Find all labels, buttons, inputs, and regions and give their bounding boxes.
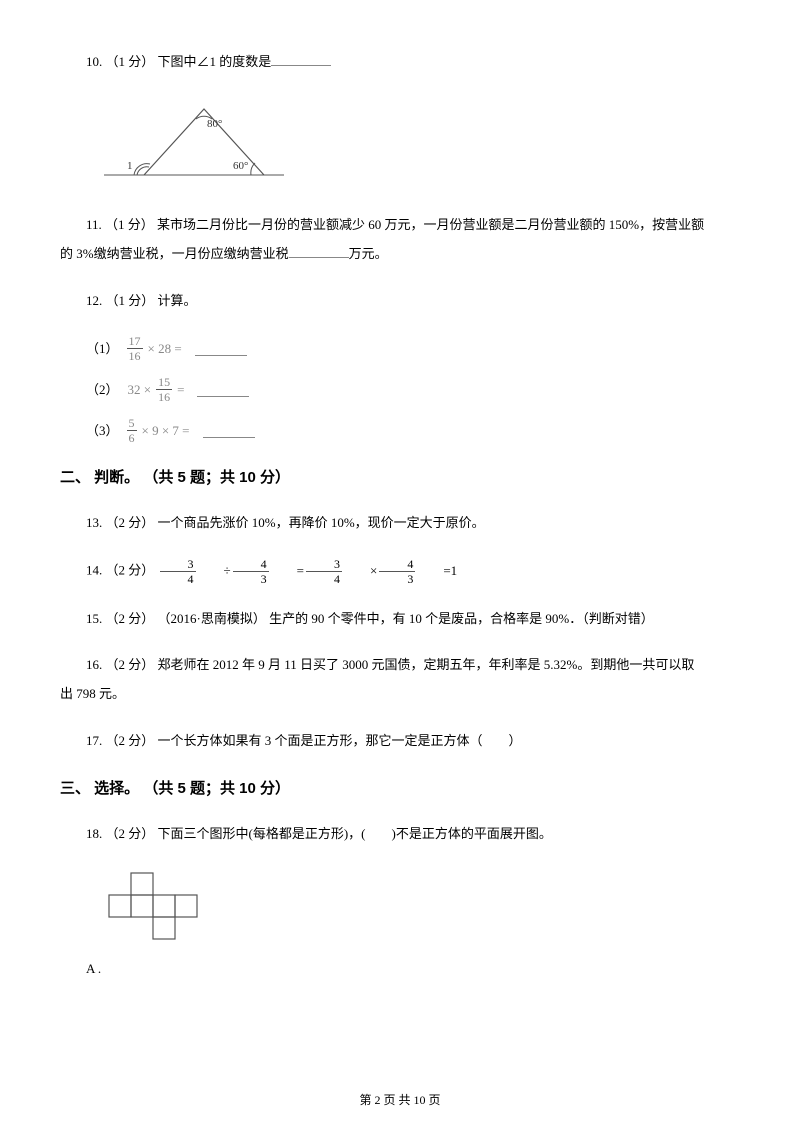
- q12-2-blank: [197, 383, 249, 397]
- question-10: 10. （1 分） 下图中∠1 的度数是: [60, 50, 740, 75]
- q11-text2: 的 3%缴纳营业税，一月份应缴纳营业税: [60, 246, 289, 261]
- q12-item-3: （3） 56 × 9 × 7 =: [86, 417, 740, 444]
- q14-pts: （2 分）: [106, 562, 155, 577]
- q10-pts: （1 分）: [106, 54, 155, 69]
- q15-text: 生产的 90 个零件中，有 10 个是废品，合格率是 90%．（判断对错）: [269, 611, 654, 626]
- q16-num: 16.: [86, 657, 102, 672]
- q15-num: 15.: [86, 611, 102, 626]
- q14-eq: 34 ÷ 43 = 34 × 43 =1: [158, 558, 458, 585]
- q15-pts: （2 分）: [106, 611, 155, 626]
- q16-text1: 郑老师在 2012 年 9 月 11 日买了 3000 元国债，定期五年，年利率…: [158, 657, 695, 672]
- q12-3-eq: 56 × 9 × 7 =: [125, 417, 193, 444]
- q12-num: 12.: [86, 293, 102, 308]
- q18-num: 18.: [86, 826, 102, 841]
- q17-num: 17.: [86, 733, 102, 748]
- section-2-heading: 二、 判断。 （共 5 题；共 10 分）: [60, 464, 740, 493]
- q12-3-blank: [203, 424, 255, 438]
- q10-figure: 1 80° 60°: [99, 97, 740, 196]
- question-12: 12. （1 分） 计算。: [60, 289, 740, 314]
- question-17: 17. （2 分） 一个长方体如果有 3 个面是正方形，那它一定是正方体（ ）: [60, 729, 740, 754]
- question-15: 15. （2 分） （2016·思南模拟） 生产的 90 个零件中，有 10 个…: [60, 607, 740, 632]
- q12-pts: （1 分）: [106, 293, 155, 308]
- q10-blank: [271, 52, 331, 66]
- question-14: 14. （2 分） 34 ÷ 43 = 34 × 43 =1: [60, 558, 740, 585]
- angle-60: 60°: [233, 160, 248, 172]
- q11-blank: [289, 244, 349, 258]
- q13-num: 13.: [86, 515, 102, 530]
- q12-item-1: （1） 1716 × 28 =: [86, 335, 740, 362]
- q11-text1: 某市场二月份比一月份的营业额减少 60 万元，一月份营业额是二月份营业额的 15…: [157, 217, 704, 232]
- q13-pts: （2 分）: [106, 515, 155, 530]
- q15-src: （2016·思南模拟）: [158, 611, 266, 626]
- question-16-line2: 出 798 元。: [60, 682, 740, 707]
- question-13: 13. （2 分） 一个商品先涨价 10%，再降价 10%，现价一定大于原价。: [60, 511, 740, 536]
- q12-3-label: （3）: [86, 419, 119, 444]
- q18-pts: （2 分）: [106, 826, 155, 841]
- q14-num: 14.: [86, 562, 102, 577]
- q12-1-label: （1）: [86, 337, 119, 362]
- q12-1-blank: [195, 342, 247, 356]
- q10-text: 下图中∠1 的度数是: [158, 54, 272, 69]
- q12-text: 计算。: [158, 293, 197, 308]
- q18-figure: [99, 869, 740, 950]
- q12-item-2: （2） 32 × 1516 =: [86, 376, 740, 403]
- q18-text: 下面三个图形中(每格都是正方形)，( )不是正方体的平面展开图。: [158, 826, 552, 841]
- q11-num: 11.: [86, 217, 102, 232]
- q13-text: 一个商品先涨价 10%，再降价 10%，现价一定大于原价。: [158, 515, 485, 530]
- q18-choice-a: A .: [86, 957, 740, 982]
- q12-1-eq: 1716 × 28 =: [125, 335, 185, 362]
- question-16-line1: 16. （2 分） 郑老师在 2012 年 9 月 11 日买了 3000 元国…: [60, 653, 740, 678]
- question-11-line2: 的 3%缴纳营业税，一月份应缴纳营业税 万元。: [60, 242, 740, 267]
- q11-unit: 万元。: [349, 246, 388, 261]
- q12-2-eq: 32 × 1516 =: [125, 376, 188, 403]
- question-11-line1: 11. （1 分） 某市场二月份比一月份的营业额减少 60 万元，一月份营业额是…: [60, 213, 740, 238]
- q11-pts: （1 分）: [105, 217, 154, 232]
- q10-num: 10.: [86, 54, 102, 69]
- page-footer: 第 2 页 共 10 页: [0, 1089, 800, 1112]
- angle-80: 80°: [207, 118, 222, 130]
- angle-1-label: 1: [127, 160, 133, 172]
- section-3-heading: 三、 选择。 （共 5 题；共 10 分）: [60, 775, 740, 804]
- q12-2-label: （2）: [86, 378, 119, 403]
- question-18: 18. （2 分） 下面三个图形中(每格都是正方形)，( )不是正方体的平面展开…: [60, 822, 740, 847]
- q17-text: 一个长方体如果有 3 个面是正方形，那它一定是正方体（ ）: [158, 733, 522, 748]
- q16-pts: （2 分）: [106, 657, 155, 672]
- q16-text2: 出 798 元。: [60, 686, 125, 701]
- q17-pts: （2 分）: [106, 733, 155, 748]
